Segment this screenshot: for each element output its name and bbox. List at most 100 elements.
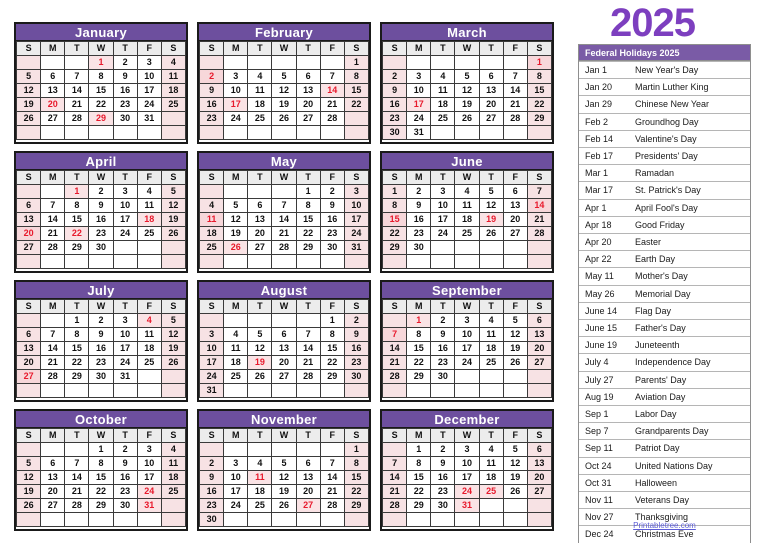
holiday-name: Ramadan (631, 164, 750, 182)
footer-link[interactable]: Printabletree.com (633, 521, 696, 530)
week-row: 10 11 12 13 14 15 16 (198, 341, 370, 356)
day-cell: 3 (343, 184, 370, 199)
day-cell: 3 (406, 69, 432, 84)
day-cell-empty (15, 442, 42, 457)
week-row: 17 18 19 20 21 22 23 (198, 355, 370, 370)
day-cell: 1 (88, 55, 114, 70)
day-cell-empty (198, 254, 225, 269)
day-cell: 9 (88, 198, 114, 213)
day-cell-empty (502, 254, 528, 269)
day-cell: 7 (319, 69, 345, 84)
week-row: 31 (198, 383, 370, 398)
day-cell: 26 (271, 498, 297, 513)
weekday-header: W (88, 299, 114, 314)
day-cell: 12 (223, 212, 249, 227)
day-cell: 28 (381, 498, 408, 513)
day-cell: 22 (526, 97, 553, 112)
day-cell: 28 (40, 369, 66, 384)
weekday-header: S (160, 170, 187, 185)
day-cell: 13 (15, 212, 42, 227)
day-cell-empty (247, 254, 273, 269)
day-cell: 28 (64, 111, 90, 126)
day-cell-empty (40, 184, 66, 199)
day-cell: 16 (319, 212, 345, 227)
holiday-date: Jan 29 (579, 95, 631, 114)
holiday-name: Aviation Day (631, 387, 750, 406)
holiday-date: Nov 27 (579, 508, 631, 526)
month-card-july: July S M T W T F S 1 2 3 4 5 6 7 8 9 10 11 12 13 14 15 16 17 18 19… (14, 280, 188, 402)
day-cell: 25 (136, 355, 162, 370)
day-cell: 18 (223, 355, 249, 370)
day-cell: 6 (247, 198, 273, 213)
holiday-name: Presidents' Day (631, 147, 750, 165)
day-cell: 15 (381, 212, 408, 227)
month-title: September (382, 282, 552, 299)
day-cell: 9 (198, 470, 225, 485)
day-cell: 7 (40, 327, 66, 342)
day-cell: 18 (430, 97, 456, 112)
day-cell: 15 (295, 212, 321, 227)
day-cell: 26 (247, 369, 273, 384)
day-cell: 5 (502, 313, 528, 328)
day-cell-empty (381, 313, 408, 328)
day-cell-empty (112, 383, 138, 398)
day-cell: 29 (64, 240, 90, 255)
day-cell: 30 (381, 125, 408, 140)
holiday-name: New Year's Day (631, 60, 750, 79)
weekday-header: T (247, 299, 273, 314)
day-cell: 10 (198, 341, 225, 356)
day-cell: 19 (454, 97, 480, 112)
weekday-header: F (136, 41, 162, 56)
weekday-header: S (160, 299, 187, 314)
week-row: 27 28 29 30 31 (15, 369, 187, 384)
day-cell: 7 (381, 327, 408, 342)
day-cell: 24 (198, 369, 225, 384)
day-cell: 11 (430, 83, 456, 98)
month-title: October (16, 411, 186, 428)
day-cell-empty (406, 512, 432, 527)
day-cell: 18 (160, 470, 187, 485)
day-cell: 11 (478, 456, 504, 471)
day-cell: 19 (160, 341, 187, 356)
month-card-december: December S M T W T F S 1 2 3 4 5 6 7 8 9 10 11 12 13 14 15 16 17… (380, 409, 554, 531)
holiday-date: Aug 19 (579, 387, 631, 406)
day-cell: 16 (381, 97, 408, 112)
week-row: 22 23 24 25 26 27 28 (381, 226, 553, 241)
day-cell-empty (478, 254, 504, 269)
holiday-row: May 11 Mother's Day (579, 267, 750, 286)
day-cell: 21 (381, 355, 408, 370)
week-row: 24 25 26 27 28 29 30 (198, 369, 370, 384)
day-cell-empty (502, 498, 528, 513)
weekday-header: T (295, 170, 321, 185)
day-cell: 16 (88, 341, 114, 356)
day-cell: 10 (136, 456, 162, 471)
month-grid: S M T W T F S 1 2 3 4 5 6 7 8 9 10 11 12 13 14 15 16 17 18 19 20 21… (15, 170, 187, 269)
day-cell: 8 (295, 198, 321, 213)
day-cell: 7 (64, 69, 90, 84)
month-grid: S M T W T F S 1 2 3 4 5 6 7 8 9 10 11 12 13 14 15 16 17 18 19 20 21… (198, 170, 370, 269)
day-cell: 21 (40, 355, 66, 370)
day-cell: 27 (526, 484, 553, 499)
day-cell: 28 (526, 226, 553, 241)
holiday-date: July 27 (579, 370, 631, 389)
week-row: 9 10 11 12 13 14 15 (198, 83, 370, 98)
holiday-row: Nov 11 Veterans Day (579, 491, 750, 509)
day-cell: 21 (526, 212, 553, 227)
month-title: November (199, 411, 369, 428)
day-cell-empty (40, 254, 66, 269)
day-cell: 20 (271, 355, 297, 370)
day-cell: 8 (343, 456, 370, 471)
day-cell: 4 (160, 55, 187, 70)
day-cell-empty (295, 55, 321, 70)
day-cell-empty (478, 55, 504, 70)
day-cell: 17 (223, 484, 249, 499)
day-cell: 7 (40, 198, 66, 213)
holiday-date: Sep 11 (579, 439, 631, 458)
week-row: 16 17 18 19 20 21 22 (198, 484, 370, 499)
day-cell: 29 (343, 498, 370, 513)
day-cell: 4 (478, 313, 504, 328)
week-row: 26 27 28 29 30 31 (15, 111, 187, 126)
